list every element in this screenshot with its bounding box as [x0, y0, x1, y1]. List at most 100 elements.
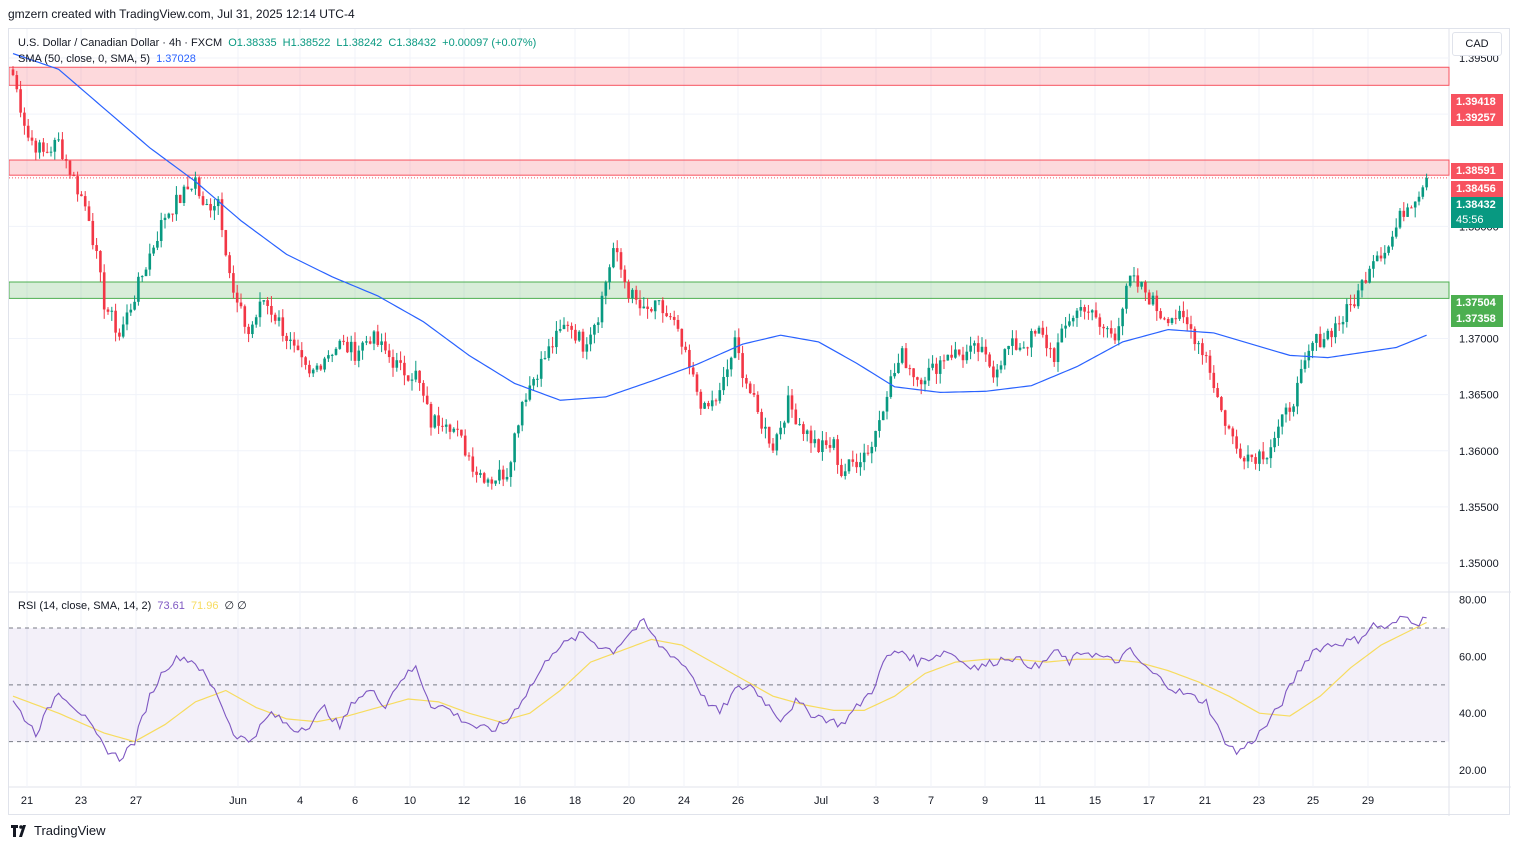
candle-body — [194, 177, 197, 189]
candle-body — [836, 439, 839, 465]
candle-body — [1330, 330, 1333, 338]
candle-body — [942, 360, 946, 362]
candle-body — [802, 424, 805, 434]
candle-body — [1337, 323, 1341, 325]
symbol-label[interactable]: U.S. Dollar / Canadian Dollar · 4h · FXC… — [18, 37, 223, 49]
candle-body — [342, 340, 345, 342]
candle-body — [1318, 333, 1322, 348]
candle-body — [1277, 426, 1280, 438]
candle-body — [118, 332, 121, 337]
candle-body — [338, 340, 342, 349]
candle-body — [756, 394, 760, 412]
candle-body — [1299, 368, 1303, 383]
candle-body — [634, 289, 638, 300]
candle-body — [1174, 318, 1178, 320]
candle-body — [414, 370, 418, 380]
rsi-value: 73.61 — [157, 600, 185, 612]
candle-body — [908, 368, 912, 370]
candle-body — [391, 357, 395, 368]
chart-frame[interactable]: 21 23 27 Jun 4 6 10 12 16 18 20 24 26 Jul 3 7 9 11 15 17 21 2… — [8, 28, 1511, 816]
candle-body — [916, 377, 919, 380]
candle-body — [1102, 326, 1105, 329]
candle-body — [798, 424, 801, 426]
x-tick-label: 12 — [458, 795, 470, 807]
candle-body — [878, 420, 881, 431]
candle-body — [1083, 307, 1086, 312]
candle-body — [114, 310, 117, 333]
tradingview-brand[interactable]: TradingView — [34, 823, 106, 838]
candle-body — [403, 362, 406, 376]
candle-body — [1284, 407, 1288, 415]
candle-body — [828, 445, 832, 448]
rsi-tick-label: 60.00 — [1459, 651, 1487, 663]
candle-body — [410, 379, 414, 381]
candle-body — [847, 459, 851, 472]
candle-body — [1379, 255, 1383, 259]
candle-body — [1410, 207, 1413, 209]
currency-button[interactable]: CAD — [1452, 32, 1502, 56]
candle-body — [1360, 280, 1364, 291]
candle-body — [992, 366, 995, 378]
candle-body — [543, 357, 547, 359]
rsi-label[interactable]: RSI (14, close, SMA, 14, 2) — [18, 600, 152, 612]
x-tick-label: 24 — [678, 795, 690, 807]
x-tick-label: 23 — [75, 795, 87, 807]
candle-body — [1398, 210, 1402, 228]
candle-body — [813, 439, 817, 444]
main-legend: U.S. Dollar / Canadian Dollar · 4h · FXC… — [18, 35, 536, 67]
candle-body — [319, 365, 323, 370]
candle-body — [653, 300, 657, 312]
candle-body — [775, 434, 779, 451]
candle-body — [323, 358, 326, 370]
candle-body — [520, 401, 524, 426]
candle-body — [748, 383, 752, 393]
candle-body — [376, 331, 380, 345]
candle-body — [1425, 177, 1428, 188]
candle-body — [631, 289, 634, 299]
candle-body — [1109, 328, 1113, 334]
candle-body — [874, 430, 877, 447]
candle-body — [125, 312, 129, 325]
candle-body — [448, 424, 452, 432]
candle-body — [1303, 360, 1307, 369]
candle-body — [467, 455, 471, 457]
candle-body — [167, 213, 171, 218]
candle-body — [243, 306, 247, 327]
x-tick-label: 6 — [352, 795, 358, 807]
candle-body — [1151, 295, 1155, 305]
candle-body — [1075, 310, 1079, 318]
candle-body — [498, 469, 501, 481]
candle-body — [133, 301, 136, 310]
x-tick-label: 3 — [873, 795, 879, 807]
candle-body — [1258, 451, 1261, 464]
candle-body — [604, 282, 608, 296]
candle-body — [171, 213, 174, 215]
candle-body — [1163, 318, 1166, 320]
candle-body — [273, 314, 277, 321]
x-tick-label: 26 — [732, 795, 744, 807]
candle-body — [15, 75, 19, 90]
candle-body — [486, 479, 490, 483]
candle-body — [1402, 210, 1406, 217]
candle-body — [1094, 310, 1098, 318]
candle-body — [482, 473, 486, 483]
candle-body — [988, 354, 991, 367]
candle-body — [121, 324, 125, 337]
candle-body — [536, 378, 539, 380]
candle-body — [927, 367, 931, 381]
candle-body — [1239, 448, 1242, 458]
candle-body — [76, 176, 79, 195]
candle-body — [794, 409, 798, 425]
candle-body — [34, 140, 38, 153]
rsi-tick-label: 20.00 — [1459, 765, 1487, 777]
x-tick-label: Jun — [229, 795, 247, 807]
sma-label[interactable]: SMA (50, close, 0, SMA, 5) — [18, 53, 151, 65]
candle-body — [790, 395, 794, 410]
candle-body — [1007, 345, 1010, 350]
tradingview-logo-icon[interactable] — [10, 824, 30, 838]
candle-body — [589, 334, 592, 345]
chart-canvas[interactable]: 21 23 27 Jun 4 6 10 12 16 18 20 24 26 Jul 3 7 9 11 15 17 21 2… — [9, 29, 1511, 816]
candle-body — [262, 300, 266, 302]
candle-body — [938, 360, 942, 374]
candle-body — [460, 429, 463, 436]
